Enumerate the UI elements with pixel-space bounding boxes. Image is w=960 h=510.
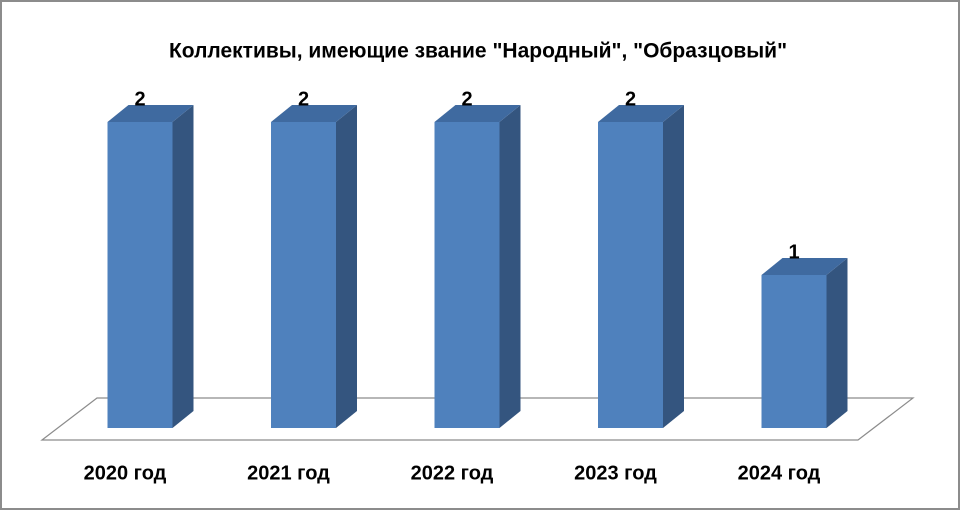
- bar: [434, 122, 500, 428]
- bar-top: [107, 105, 194, 122]
- bar-side: [826, 258, 848, 428]
- x-tick-label: 2023 год: [574, 462, 657, 484]
- bar-top: [761, 258, 848, 275]
- bar-side: [499, 105, 521, 428]
- bar-top: [434, 105, 521, 122]
- bar-side: [172, 105, 194, 428]
- value-label: 2: [461, 88, 472, 110]
- value-label: 2: [625, 88, 636, 110]
- value-label: 2: [298, 88, 309, 110]
- x-tick-label: 2022 год: [411, 462, 494, 484]
- value-label: 2: [134, 88, 145, 110]
- bar-side: [663, 105, 684, 428]
- chart-title: Коллективы, имеющие звание "Народный", "…: [169, 40, 787, 63]
- bar: [761, 275, 827, 428]
- x-tick-label: 2021 год: [247, 462, 330, 484]
- x-tick-label: 2024 год: [738, 462, 821, 484]
- x-tick-label: 2020 год: [84, 462, 167, 484]
- value-label: 1: [788, 241, 799, 263]
- bar-top: [271, 105, 357, 122]
- bar-top: [598, 105, 684, 122]
- bar: [107, 122, 173, 428]
- bar: [271, 122, 336, 428]
- bar-side: [336, 105, 357, 428]
- bar: [598, 122, 663, 428]
